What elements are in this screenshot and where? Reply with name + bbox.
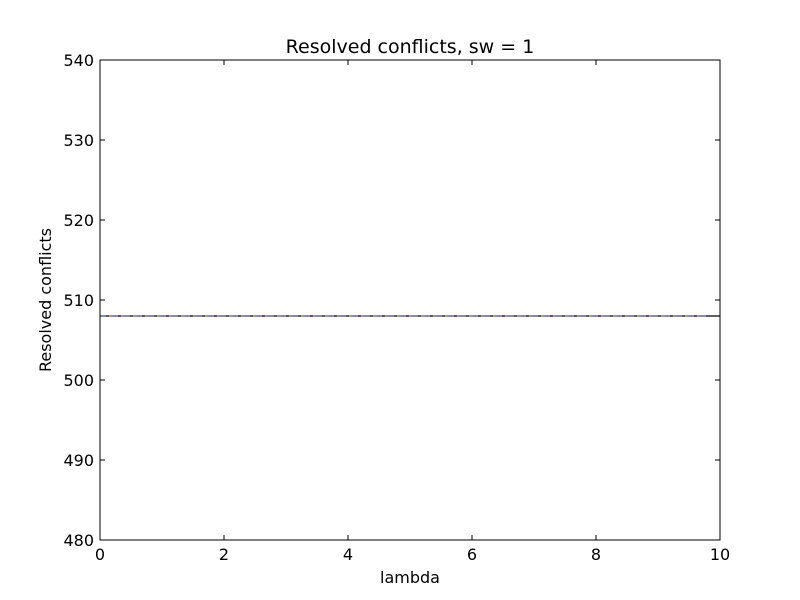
- y-tick-label: 480: [63, 531, 94, 550]
- x-tick-label: 10: [710, 545, 730, 564]
- y-tick-label: 520: [63, 211, 94, 230]
- x-axis-label: lambda: [380, 568, 440, 587]
- plot-frame: [99, 59, 721, 541]
- tick-layer: 0 2 4 6 8 10 480 490 500 510 520 530 540: [63, 51, 730, 564]
- y-tick-label: 530: [63, 131, 94, 150]
- y-axis-label: Resolved conflicts: [36, 228, 55, 372]
- x-tick-label: 4: [343, 545, 353, 564]
- y-tick-label: 500: [63, 371, 94, 390]
- y-tick-label: 490: [63, 451, 94, 470]
- x-tick-label: 0: [95, 545, 105, 564]
- plot-area-background: [100, 60, 720, 540]
- chart-title: Resolved conflicts, sw = 1: [286, 36, 535, 58]
- y-tick-label: 510: [63, 291, 94, 310]
- y-tick-label: 540: [63, 51, 94, 70]
- x-tick-label: 8: [591, 545, 601, 564]
- x-tick-label: 6: [467, 545, 477, 564]
- x-tick-label: 2: [219, 545, 229, 564]
